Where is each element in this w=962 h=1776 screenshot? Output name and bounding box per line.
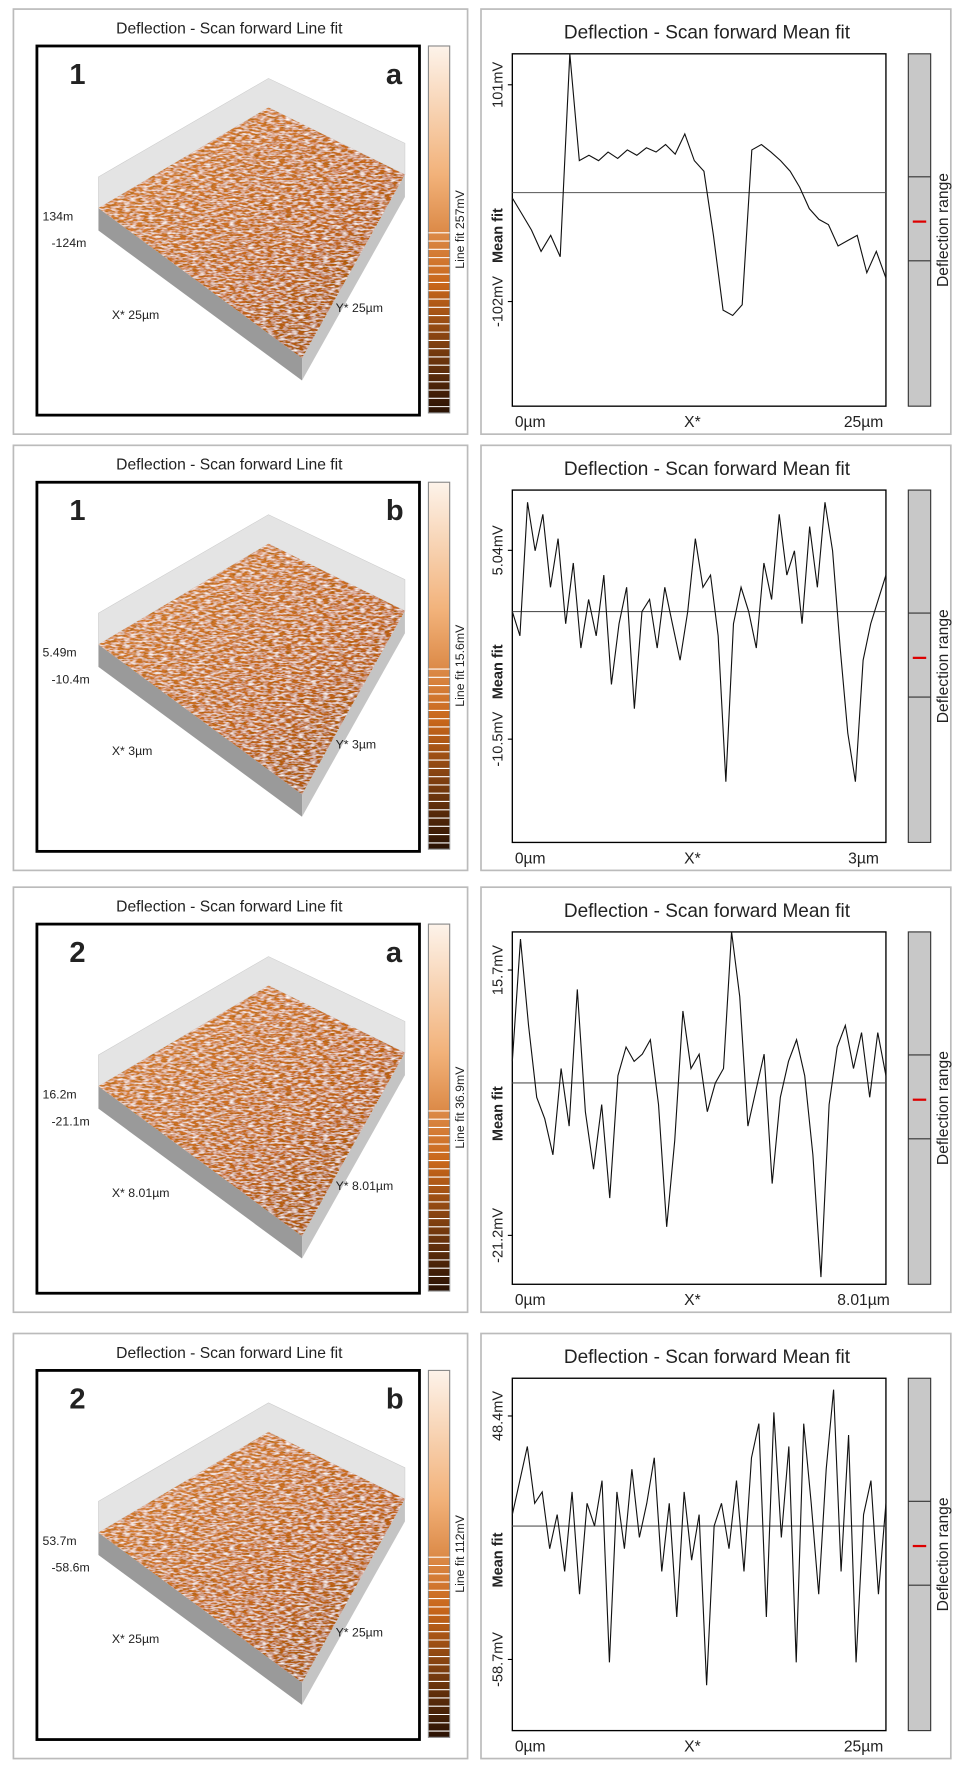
profile-frame <box>481 9 951 434</box>
y-tick-label: -21.2mV <box>491 1208 507 1263</box>
z-min-label: -21.1m <box>51 1114 89 1128</box>
panel-row: Deflection - Scan forward Line fit 1 b 5.49… <box>13 445 952 870</box>
z-max-label: 16.2m <box>43 1087 77 1101</box>
z-max-label: 53.7m <box>43 1534 77 1548</box>
x-tick-label: 0µm <box>515 1739 546 1756</box>
range-bar <box>908 1378 930 1730</box>
y-tick-label: -10.5mV <box>491 711 507 766</box>
x-tick-label: 0µm <box>515 850 546 867</box>
range-label: Deflection range <box>935 1051 952 1165</box>
profile-title: Deflection - Scan forward Mean fit <box>564 23 851 44</box>
panel-number: 2 <box>69 1383 85 1415</box>
colorbar-label: Line fit 15.6mV <box>453 624 467 707</box>
range-label: Deflection range <box>935 173 952 287</box>
surface-title: Deflection - Scan forward Line fit <box>116 20 343 37</box>
range-bar <box>908 932 930 1284</box>
x-axis-label: X* 25µm <box>112 1632 159 1646</box>
panel-number: 1 <box>69 59 85 91</box>
colorbar-label: Line fit 112mV <box>453 1514 467 1592</box>
y-tick-label: 48.4mV <box>491 1391 507 1441</box>
panel-row: Deflection - Scan forward Line fit 2 b 53.7… <box>13 1334 952 1759</box>
x-tick-label: X* <box>684 850 701 867</box>
colorbar <box>428 924 449 1291</box>
page: {"panels": [ {"surface": {"title": "Defl… <box>0 0 962 1771</box>
colorbar <box>428 1370 449 1737</box>
x-tick-label: 8.01µm <box>837 1292 890 1309</box>
x-tick-label: X* <box>684 414 701 431</box>
y-axis-label: Y* 25µm <box>336 301 383 315</box>
y-tick-label: -102mV <box>491 276 507 327</box>
z-max-label: 134m <box>43 209 74 223</box>
colorbar <box>428 482 449 849</box>
panel-letter: b <box>386 1383 404 1415</box>
figure: Deflection - Scan forward Line fit 1 a 134m… <box>0 0 962 1771</box>
x-tick-label: 25µm <box>844 1739 883 1756</box>
profile-frame <box>481 445 951 870</box>
surface-title: Deflection - Scan forward Line fit <box>116 457 343 474</box>
y-axis-title: Mean fit <box>491 644 507 699</box>
z-max-label: 5.49m <box>43 646 77 660</box>
x-axis-label: X* 3µm <box>112 744 153 758</box>
y-axis-label: Y* 25µm <box>336 1626 383 1640</box>
y-axis-title: Mean fit <box>491 1532 507 1587</box>
y-tick-label: -58.7mV <box>491 1632 507 1687</box>
colorbar <box>428 46 449 413</box>
range-bar <box>908 490 930 842</box>
panel-letter: b <box>386 495 404 527</box>
panel-number: 1 <box>69 495 85 527</box>
range-bar <box>908 54 930 406</box>
x-tick-label: 0µm <box>515 414 546 431</box>
z-min-label: -58.6m <box>51 1561 89 1575</box>
panel-number: 2 <box>69 937 85 969</box>
profile-title: Deflection - Scan forward Mean fit <box>564 901 851 922</box>
range-label: Deflection range <box>935 609 952 723</box>
range-label: Deflection range <box>935 1497 952 1611</box>
x-tick-label: X* <box>684 1292 701 1309</box>
y-tick-label: 15.7mV <box>491 945 507 995</box>
x-tick-label: 3µm <box>848 850 879 867</box>
y-axis-label: Y* 3µm <box>336 737 377 751</box>
profile-title: Deflection - Scan forward Mean fit <box>564 459 851 480</box>
colorbar-label: Line fit 257mV <box>453 189 467 268</box>
y-axis-title: Mean fit <box>491 208 507 263</box>
x-axis-label: X* 25µm <box>112 308 159 322</box>
x-tick-label: 0µm <box>515 1292 546 1309</box>
profile-frame <box>481 887 951 1312</box>
panel-letter: a <box>386 937 403 969</box>
y-axis-label: Y* 8.01µm <box>336 1179 394 1193</box>
panel-row: Deflection - Scan forward Line fit 1 a 134m… <box>13 9 952 434</box>
y-tick-label: 101mV <box>491 61 507 107</box>
y-tick-label: 5.04mV <box>491 525 507 575</box>
profile-frame <box>481 1334 951 1759</box>
surface-title: Deflection - Scan forward Line fit <box>116 898 343 915</box>
z-min-label: -10.4m <box>51 672 89 686</box>
x-tick-label: 25µm <box>844 414 883 431</box>
z-min-label: -124m <box>51 236 86 250</box>
colorbar-label: Line fit 36.9mV <box>453 1066 467 1149</box>
panel-letter: a <box>386 59 403 91</box>
x-tick-label: X* <box>684 1739 701 1756</box>
panel-row: Deflection - Scan forward Line fit 2 a 16.2… <box>13 887 952 1312</box>
surface-title: Deflection - Scan forward Line fit <box>116 1345 343 1362</box>
y-axis-title: Mean fit <box>491 1086 507 1141</box>
profile-title: Deflection - Scan forward Mean fit <box>564 1347 851 1368</box>
x-axis-label: X* 8.01µm <box>112 1186 170 1200</box>
